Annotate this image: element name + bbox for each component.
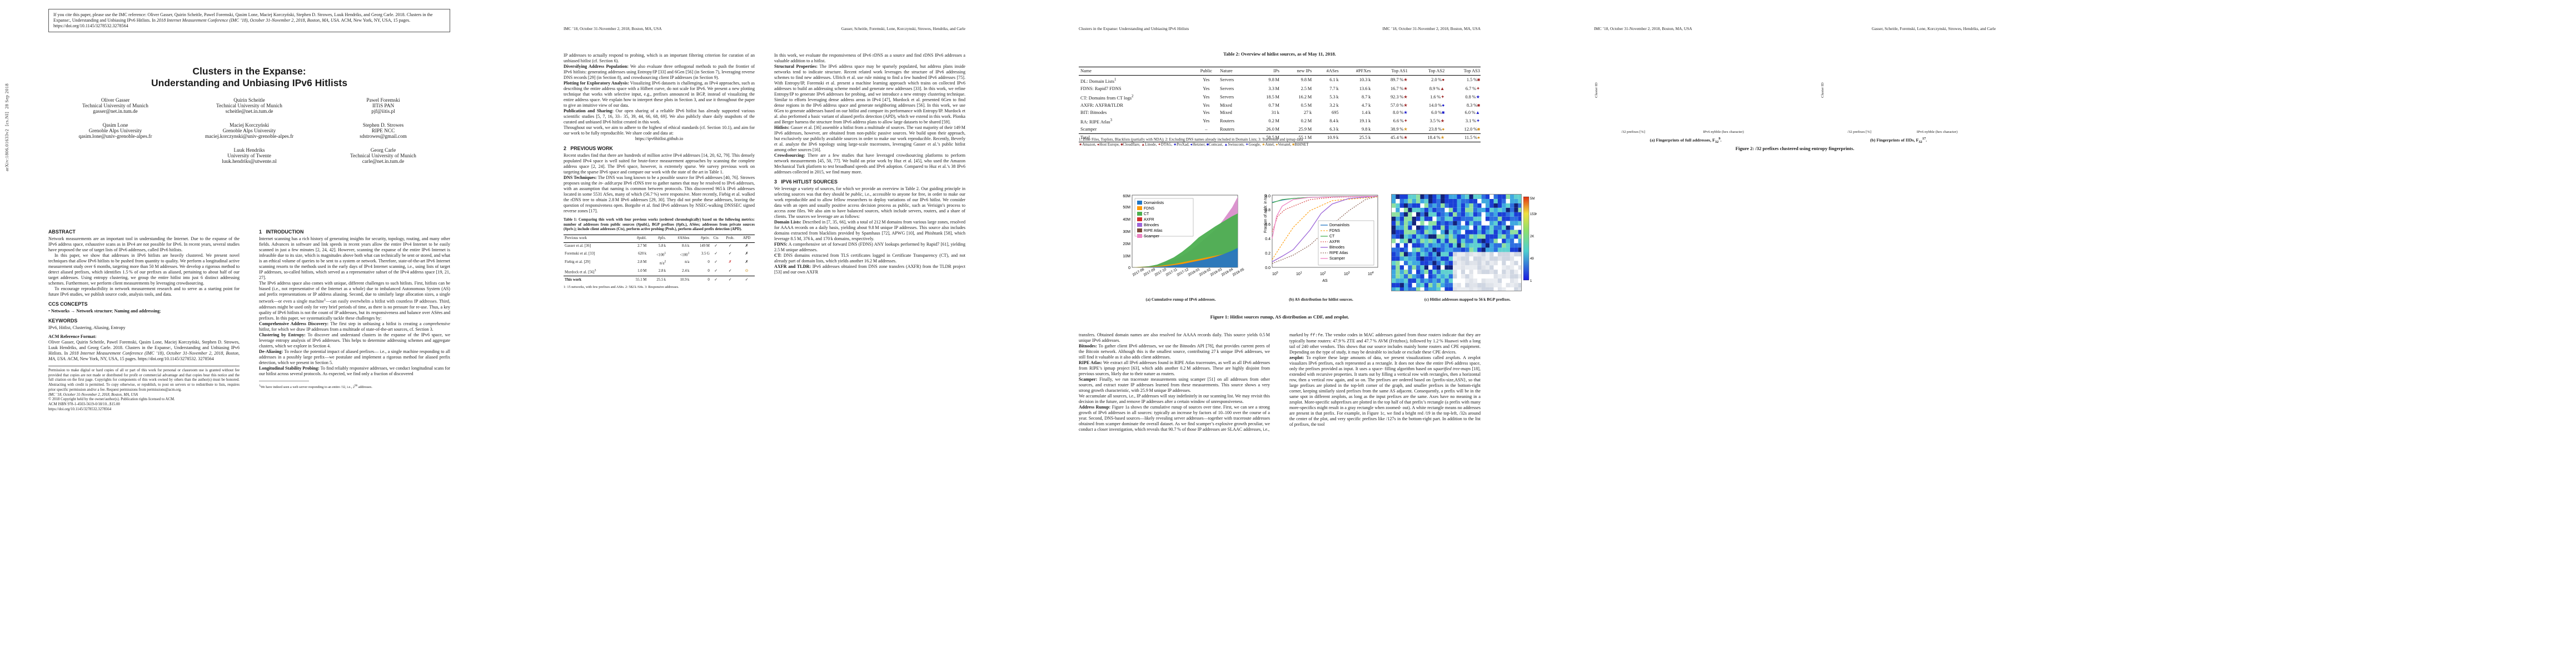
svg-text:Bitnodes: Bitnodes [1144, 223, 1159, 227]
svg-text:AXFR: AXFR [1329, 240, 1340, 244]
svg-text:101: 101 [1296, 271, 1302, 276]
svg-text:AS: AS [1322, 279, 1328, 283]
svg-text:103: 103 [1344, 271, 1350, 276]
svg-text:0.4: 0.4 [1265, 237, 1270, 241]
svg-text:0: 0 [1128, 266, 1130, 270]
svg-text:RIPE Atlas: RIPE Atlas [1144, 229, 1163, 233]
svg-text:102: 102 [1320, 271, 1326, 276]
svg-text:2018-03: 2018-03 [1210, 267, 1223, 277]
svg-text:Scamper: Scamper [1144, 235, 1160, 238]
svg-text:Fraction of addr. in top X ASe: Fraction of addr. in top X ASes [1264, 194, 1268, 233]
svg-text:49: 49 [1530, 257, 1534, 261]
svg-text:Domainlists: Domainlists [1329, 223, 1350, 227]
svg-text:60M: 60M [1123, 195, 1130, 198]
svg-text:10M: 10M [1123, 255, 1130, 258]
svg-text:2018-05: 2018-05 [1232, 267, 1245, 277]
svg-text:FDNS: FDNS [1329, 229, 1340, 233]
svg-text:20M: 20M [1123, 242, 1130, 246]
svg-text:Domainlists: Domainlists [1144, 201, 1164, 205]
svg-text:153K: 153K [1530, 213, 1537, 216]
svg-text:2017-12: 2017-12 [1177, 267, 1190, 277]
svg-text:2017-08: 2017-08 [1132, 267, 1145, 277]
svg-text:30M: 30M [1123, 230, 1130, 234]
svg-text:2K: 2K [1530, 235, 1534, 238]
svg-text:2017-11: 2017-11 [1165, 267, 1179, 277]
svg-text:Bitnodes: Bitnodes [1329, 246, 1345, 250]
svg-text:2018-02: 2018-02 [1199, 267, 1212, 277]
svg-text:5M: 5M [1530, 197, 1534, 201]
svg-text:CT: CT [1144, 212, 1149, 216]
svg-text:40M: 40M [1123, 218, 1130, 222]
svg-text:2017-09: 2017-09 [1143, 267, 1157, 277]
svg-text:50M: 50M [1123, 206, 1130, 210]
svg-text:Scamper: Scamper [1329, 257, 1346, 261]
svg-text:0.2: 0.2 [1265, 252, 1270, 256]
svg-text:104: 104 [1368, 271, 1374, 276]
svg-text:RIPE Atlas: RIPE Atlas [1329, 251, 1348, 255]
svg-text:1: 1 [1530, 280, 1532, 283]
svg-text:0.0: 0.0 [1265, 266, 1270, 270]
svg-text:CT: CT [1329, 235, 1335, 238]
svg-text:2018-04: 2018-04 [1221, 267, 1234, 277]
svg-text:AXFR: AXFR [1144, 218, 1154, 222]
svg-text:FDNS: FDNS [1144, 207, 1154, 211]
svg-text:100: 100 [1272, 271, 1278, 276]
svg-text:2017-10: 2017-10 [1154, 267, 1168, 277]
svg-text:2018-01: 2018-01 [1188, 267, 1201, 277]
